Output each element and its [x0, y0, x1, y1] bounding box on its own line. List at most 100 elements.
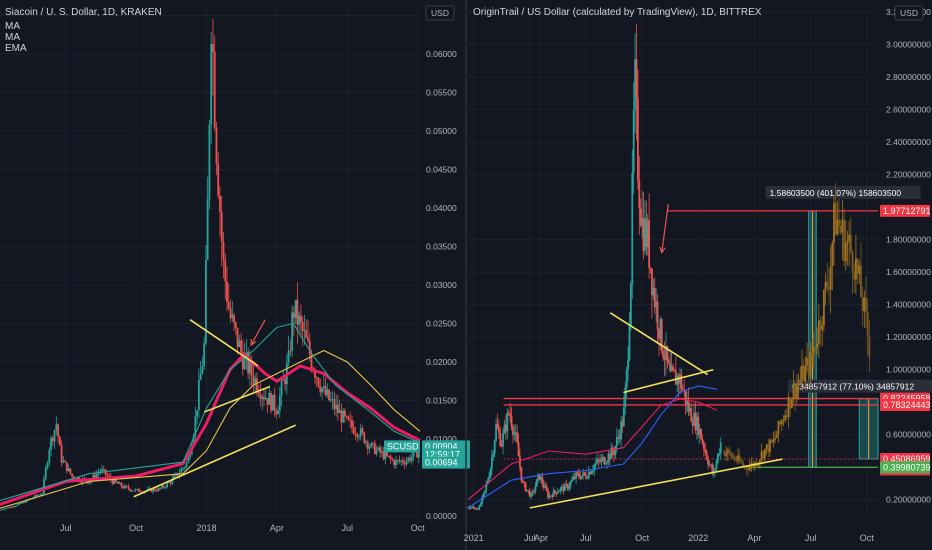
candle — [213, 51, 216, 128]
candle — [684, 390, 687, 405]
projection-candle — [807, 358, 810, 375]
trend-line[interactable] — [609, 312, 709, 376]
origintrail-moving-averages — [467, 385, 718, 509]
projection-candle — [855, 258, 857, 280]
projection-candle — [846, 240, 849, 244]
candle — [551, 495, 554, 497]
candle — [314, 371, 316, 378]
projection-candle — [799, 379, 802, 383]
candle — [512, 426, 514, 435]
trend-line[interactable] — [189, 319, 259, 367]
candle — [256, 378, 258, 392]
candle — [347, 416, 350, 420]
trend-line[interactable] — [623, 368, 714, 394]
candle — [683, 389, 686, 391]
candle — [410, 456, 413, 461]
candle — [372, 442, 374, 444]
candle — [136, 488, 139, 490]
candle — [672, 366, 674, 370]
candle — [544, 486, 547, 488]
projection-candle — [779, 421, 781, 425]
x-tick-label: 2018 — [196, 523, 216, 533]
y-tick-label: 3.00000000 — [886, 40, 931, 50]
candle — [108, 475, 111, 477]
annotation-arrow[interactable] — [250, 319, 266, 346]
candle — [129, 488, 132, 491]
candle — [613, 452, 615, 455]
candle — [41, 493, 44, 495]
candle — [386, 452, 389, 456]
candle — [496, 423, 499, 429]
candle — [622, 407, 625, 427]
candle — [363, 432, 366, 443]
indicator-label-ema: EMA — [5, 43, 27, 54]
candle — [695, 416, 698, 431]
y-tick-label: 2.20000000 — [886, 170, 931, 180]
projection-candle — [817, 320, 820, 344]
trend-line[interactable] — [133, 424, 296, 498]
candle — [565, 484, 568, 485]
candle — [587, 471, 590, 479]
siacoin-unit-box — [425, 5, 455, 21]
projection-candle — [760, 451, 763, 460]
candle — [629, 283, 632, 326]
candle — [197, 379, 200, 411]
price-tag — [422, 456, 470, 469]
candle — [212, 43, 214, 52]
candle — [273, 394, 276, 411]
y-tick-label: 0.02000 — [426, 357, 457, 367]
candle — [601, 457, 604, 459]
origintrail-chart-pane[interactable]: 1.58603500 (401.07%) 1586035000.34857912… — [467, 4, 932, 516]
annotation-arrow[interactable] — [661, 203, 669, 253]
candle — [634, 59, 636, 110]
candle — [57, 424, 59, 437]
candle — [554, 490, 556, 493]
candle — [352, 427, 355, 434]
candle — [479, 503, 482, 507]
candle — [681, 388, 684, 390]
candle — [238, 340, 241, 347]
candle — [641, 217, 644, 226]
price-tag — [880, 461, 930, 474]
candle — [519, 456, 521, 467]
candle — [308, 340, 311, 356]
projection-candle — [833, 202, 835, 243]
candle — [344, 410, 346, 417]
candle — [514, 432, 517, 434]
price-tag-value: 0.82245958 — [883, 394, 931, 404]
candle — [594, 462, 597, 465]
candle — [65, 462, 68, 472]
siacoin-chart-pane[interactable]: Siacoin / U. S. Dollar, 1D, KRAKEN MA MA… — [0, 4, 421, 517]
candle — [259, 394, 262, 400]
candle — [694, 412, 697, 431]
projection-candle — [747, 469, 749, 471]
candle — [80, 481, 82, 483]
candle — [368, 446, 371, 449]
candle — [676, 375, 679, 385]
candle — [517, 442, 520, 457]
symbol-tag-label: SCUSD — [387, 441, 419, 451]
candle — [474, 507, 476, 509]
candle — [139, 491, 142, 493]
candle — [667, 360, 670, 364]
y-tick-label: 0.03500 — [426, 242, 457, 252]
projection-candle — [787, 396, 790, 418]
siacoin-time-axis[interactable]: Jul Oct 2018 Apr Jul Oct — [60, 523, 425, 533]
candle — [628, 325, 631, 360]
candle — [635, 59, 638, 98]
projection-candle — [841, 219, 844, 233]
candle — [43, 478, 45, 494]
candle — [608, 453, 611, 460]
projection-candle — [814, 346, 817, 348]
projection-candle — [738, 455, 741, 462]
candle — [296, 299, 299, 325]
candle — [700, 428, 702, 440]
y-tick-label: 1.40000000 — [886, 300, 931, 310]
trend-line[interactable] — [529, 458, 783, 509]
candle — [164, 487, 167, 488]
candle — [580, 475, 583, 479]
trend-line[interactable] — [203, 385, 271, 413]
candle — [275, 410, 278, 415]
